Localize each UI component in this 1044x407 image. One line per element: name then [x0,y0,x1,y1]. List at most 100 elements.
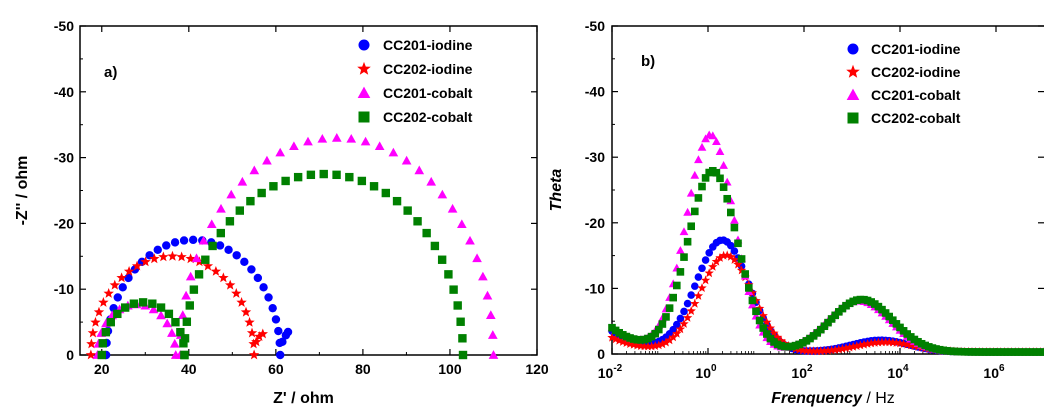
data-point [109,279,120,290]
data-point [253,273,263,283]
data-point [240,257,249,267]
data-point [274,326,283,336]
data-point [712,137,721,145]
data-point [679,227,689,236]
data-point [369,182,379,191]
data-point [426,176,437,186]
data-point [693,291,704,300]
data-point [758,310,768,320]
data-point [669,293,677,302]
data-point [388,147,399,157]
data-point [697,142,707,151]
data-point [745,284,753,292]
x-tick-label: 60 [268,361,284,377]
data-point [289,141,299,151]
data-point [668,332,678,342]
data-point [177,310,188,319]
data-point [727,208,735,217]
data-point [873,337,884,347]
legend-label: CC202-iodine [871,64,961,80]
y-tick-label: -30 [585,149,605,165]
data-point [776,336,786,345]
data-point [189,285,199,294]
data-point [694,155,703,164]
data-point [841,343,851,353]
data-point [708,131,718,140]
data-point [675,324,686,334]
data-point [719,183,728,191]
data-point [283,327,293,337]
data-point [772,332,783,342]
data-point [805,346,815,356]
data-point [487,330,498,339]
data-point [673,320,681,329]
data-point [859,339,869,349]
data-point [153,245,162,255]
data-point [866,338,876,348]
data-point [249,165,260,175]
data-point [231,288,242,298]
x-axis-title: Z' / ohm [273,390,334,407]
data-point [226,189,237,199]
data-point [769,328,779,338]
data-point [232,251,241,260]
x-tick-label: 40 [181,361,197,377]
data-point [830,344,840,354]
data-point [281,176,290,186]
data-point [149,253,160,264]
data-point [413,217,422,226]
data-point [715,147,725,156]
data-point [855,340,866,350]
data-point [86,338,97,349]
x-tick-label: 100 [438,361,462,377]
data-point [269,182,278,191]
data-point [118,283,127,292]
data-point [191,253,202,263]
data-point [120,303,130,312]
data-point [140,256,151,267]
data-point [733,259,743,269]
data-point [748,296,757,305]
data-point [264,293,273,302]
data-point [683,299,692,308]
data-point [862,339,873,348]
data-point [116,272,127,283]
data-point [697,283,707,292]
data-point [257,188,266,198]
x-tick-label: 20 [94,361,110,377]
data-point [726,251,736,261]
data-point [113,293,122,302]
data-point [665,304,674,312]
data-point [691,207,699,216]
legend-label: CC201-iodine [383,37,473,53]
data-point [698,182,706,191]
y-tick-label: -40 [54,84,74,100]
data-point [179,339,188,348]
data-point [704,268,714,278]
data-point [259,283,268,292]
data-point [346,133,357,143]
data-point [705,248,713,257]
data-point [216,228,226,238]
legend-marker [846,88,860,101]
data-point [680,307,688,316]
data-point [848,341,858,351]
data-point [236,297,247,307]
data-point [694,273,703,281]
data-point [687,291,695,299]
data-point [148,299,157,308]
data-point [248,338,259,349]
data-point [332,170,341,180]
legend-label: CC202-cobalt [383,109,473,125]
data-point [251,336,262,347]
y-axis-title: Theta [548,169,565,212]
data-point [727,241,735,250]
data-point [690,170,700,179]
data-point [235,206,245,215]
data-point [262,155,272,165]
data-point [485,310,496,319]
data-point [747,287,758,297]
x-tick-label: 10-2 [598,363,623,381]
data-point [870,337,880,347]
data-point [465,235,475,245]
